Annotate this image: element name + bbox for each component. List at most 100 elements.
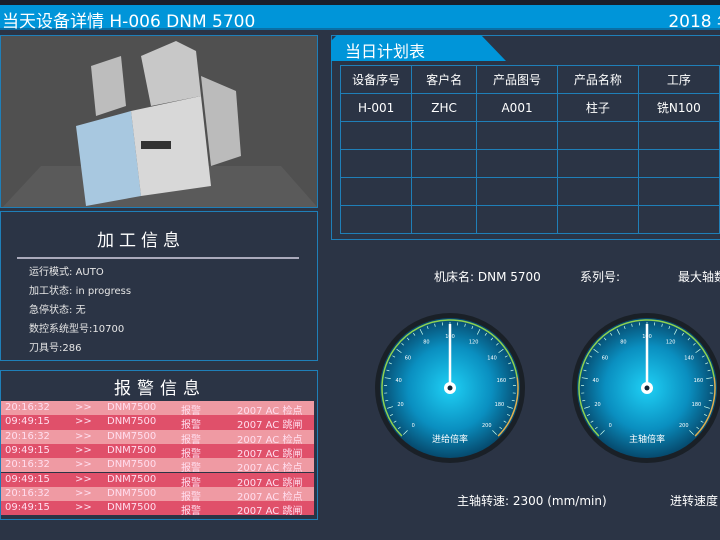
gauge-tick [492, 430, 497, 435]
table-row[interactable] [339, 121, 720, 150]
gauge-tick [696, 426, 700, 430]
alarm-row[interactable]: 09:49:15 >> DNM7500 报警 2007 AC 跳闸 [1, 443, 314, 460]
divider [17, 257, 299, 259]
gauge-tick [509, 377, 516, 379]
gauge-tick-label: 80 [423, 340, 429, 346]
gauge-tick-label: 0 [412, 423, 415, 429]
alarm-machine: DNM7500 [107, 459, 157, 471]
gauge-tick-label: 0 [609, 423, 612, 429]
gauge-tick [388, 362, 392, 365]
gauge-tick [603, 337, 607, 341]
header-bar: 当天设备详情 H-006 DNM 5700 2018 年 [0, 5, 720, 32]
table-row[interactable] [339, 205, 720, 234]
gauge-arc-normal [381, 319, 518, 437]
alarm-row[interactable]: 20:16:32 >> DNM7500 报警 2007 AC 检点 [1, 401, 314, 417]
table-cell [475, 149, 559, 178]
gauge-tick-label: 100 [642, 334, 652, 340]
gauge-tick [586, 414, 590, 416]
gauge-tick-label: 40 [592, 378, 598, 384]
alarm-msg: 2007 AC 检点 [237, 434, 303, 446]
plan-tab[interactable]: 当日计划表 [331, 35, 506, 61]
feed-speed: 进转速度 [670, 494, 719, 508]
gauge-tick [610, 332, 613, 336]
gauge-tick [508, 362, 512, 365]
gauge-tick [661, 323, 663, 327]
gauge-hub [444, 382, 456, 394]
gauge-tick-label: 140 [487, 355, 497, 361]
column-header: 工序 [637, 65, 720, 94]
alarm-msg: 2007 AC 跳闸 [237, 506, 303, 518]
gauge-tick [387, 406, 394, 409]
gauge-tick [589, 355, 593, 358]
gauge-tick [593, 348, 599, 354]
series-number: 系列号: [580, 270, 621, 284]
alarm-machine: DNM7500 [107, 487, 157, 499]
alarm-machine: DNM7500 [107, 473, 157, 485]
table-cell [637, 121, 720, 150]
gauge-tick [598, 342, 601, 346]
table-cell [411, 121, 477, 150]
alarm-msg: 2007 AC 检点 [237, 406, 303, 417]
gauge-tick [583, 369, 587, 372]
gauge-tick-label: 120 [666, 340, 676, 346]
gauge-tick [701, 355, 705, 358]
gauge-face [380, 318, 520, 458]
alarm-arrow: >> [75, 430, 92, 442]
gauge-tick [397, 426, 401, 430]
column-header: 客户名 [411, 65, 477, 94]
alarm-row[interactable]: 20:16:32 >> DNM7500 报警 2007 AC 检点 [1, 486, 314, 503]
table-cell: A001 [475, 93, 559, 122]
alarm-row[interactable]: 20:16:32 >> DNM7500 报警 2007 AC 检点 [1, 429, 314, 446]
table-cell [411, 177, 477, 206]
gauge-tick [504, 355, 508, 358]
alarm-time: 09:49:15 [5, 444, 50, 456]
machine-image-panel [0, 35, 318, 208]
processing-title: 加工信息 [97, 231, 185, 251]
table-row[interactable] [339, 149, 720, 178]
gauge-tick [585, 362, 589, 365]
table-cell [557, 205, 639, 234]
gauge-hub [641, 382, 653, 394]
alarm-arrow: >> [75, 487, 92, 499]
gauge-tick [386, 369, 390, 372]
gauge-tick-label: 40 [395, 378, 401, 384]
gauge-hub-center [447, 385, 453, 391]
gauge-tick [498, 348, 504, 354]
gauge: 0 20 40 60 80 100 120 140 160 180 200 主轴倍率 [572, 313, 720, 463]
gauge-tick [464, 323, 466, 327]
gauge-tick [708, 399, 712, 402]
top-strip [0, 0, 720, 5]
alarm-row[interactable]: 20:16:32 >> DNM7500 报警 2007 AC 检点 [1, 458, 314, 474]
table-row[interactable]: H-001 ZHC A001 柱子 铣N100 [339, 93, 720, 122]
alarm-arrow: >> [75, 459, 92, 471]
alarm-row[interactable]: 09:49:15 >> DNM7500 报警 2007 AC 跳闸 [1, 501, 314, 518]
plan-title: 当日计划表 [345, 42, 426, 61]
gauge: 0 20 40 60 80 100 120 140 160 180 200 进给倍率 [375, 313, 525, 463]
gauge-bezel [375, 313, 525, 463]
alarm-arrow: >> [75, 402, 92, 413]
gauge-tick-label: 200 [482, 423, 492, 429]
alarm-type: 报警 [181, 506, 201, 518]
alarm-arrow: >> [75, 444, 92, 456]
gauge-tick [590, 420, 594, 423]
gauge-tick-label: 160 [497, 378, 507, 384]
gauge-tick [631, 323, 633, 327]
gauge-tick [700, 420, 704, 423]
gauge-tick-label: 120 [469, 340, 479, 346]
gauge-tick [681, 332, 684, 336]
gauge-label: 进给倍率 [432, 433, 468, 445]
table-cell [557, 177, 639, 206]
alarm-row[interactable]: 09:49:15 >> DNM7500 报警 2007 AC 跳闸 [1, 472, 314, 489]
gauge-hub-center [644, 385, 650, 391]
gauge-tick-label: 160 [694, 378, 704, 384]
alarm-row[interactable]: 09:49:15 >> DNM7500 报警 2007 AC 跳闸 [1, 415, 314, 431]
gauge-tick-label: 20 [594, 402, 600, 408]
gauge-tick [695, 348, 701, 354]
alarm-machine: DNM7500 [107, 416, 157, 428]
gauge-tick [506, 406, 513, 409]
table-row[interactable] [339, 177, 720, 206]
table-cell [339, 149, 413, 178]
spindle-speed: 主轴转速: 2300 (mm/min) [457, 494, 607, 508]
table-cell [339, 177, 413, 206]
table-cell [411, 205, 477, 234]
